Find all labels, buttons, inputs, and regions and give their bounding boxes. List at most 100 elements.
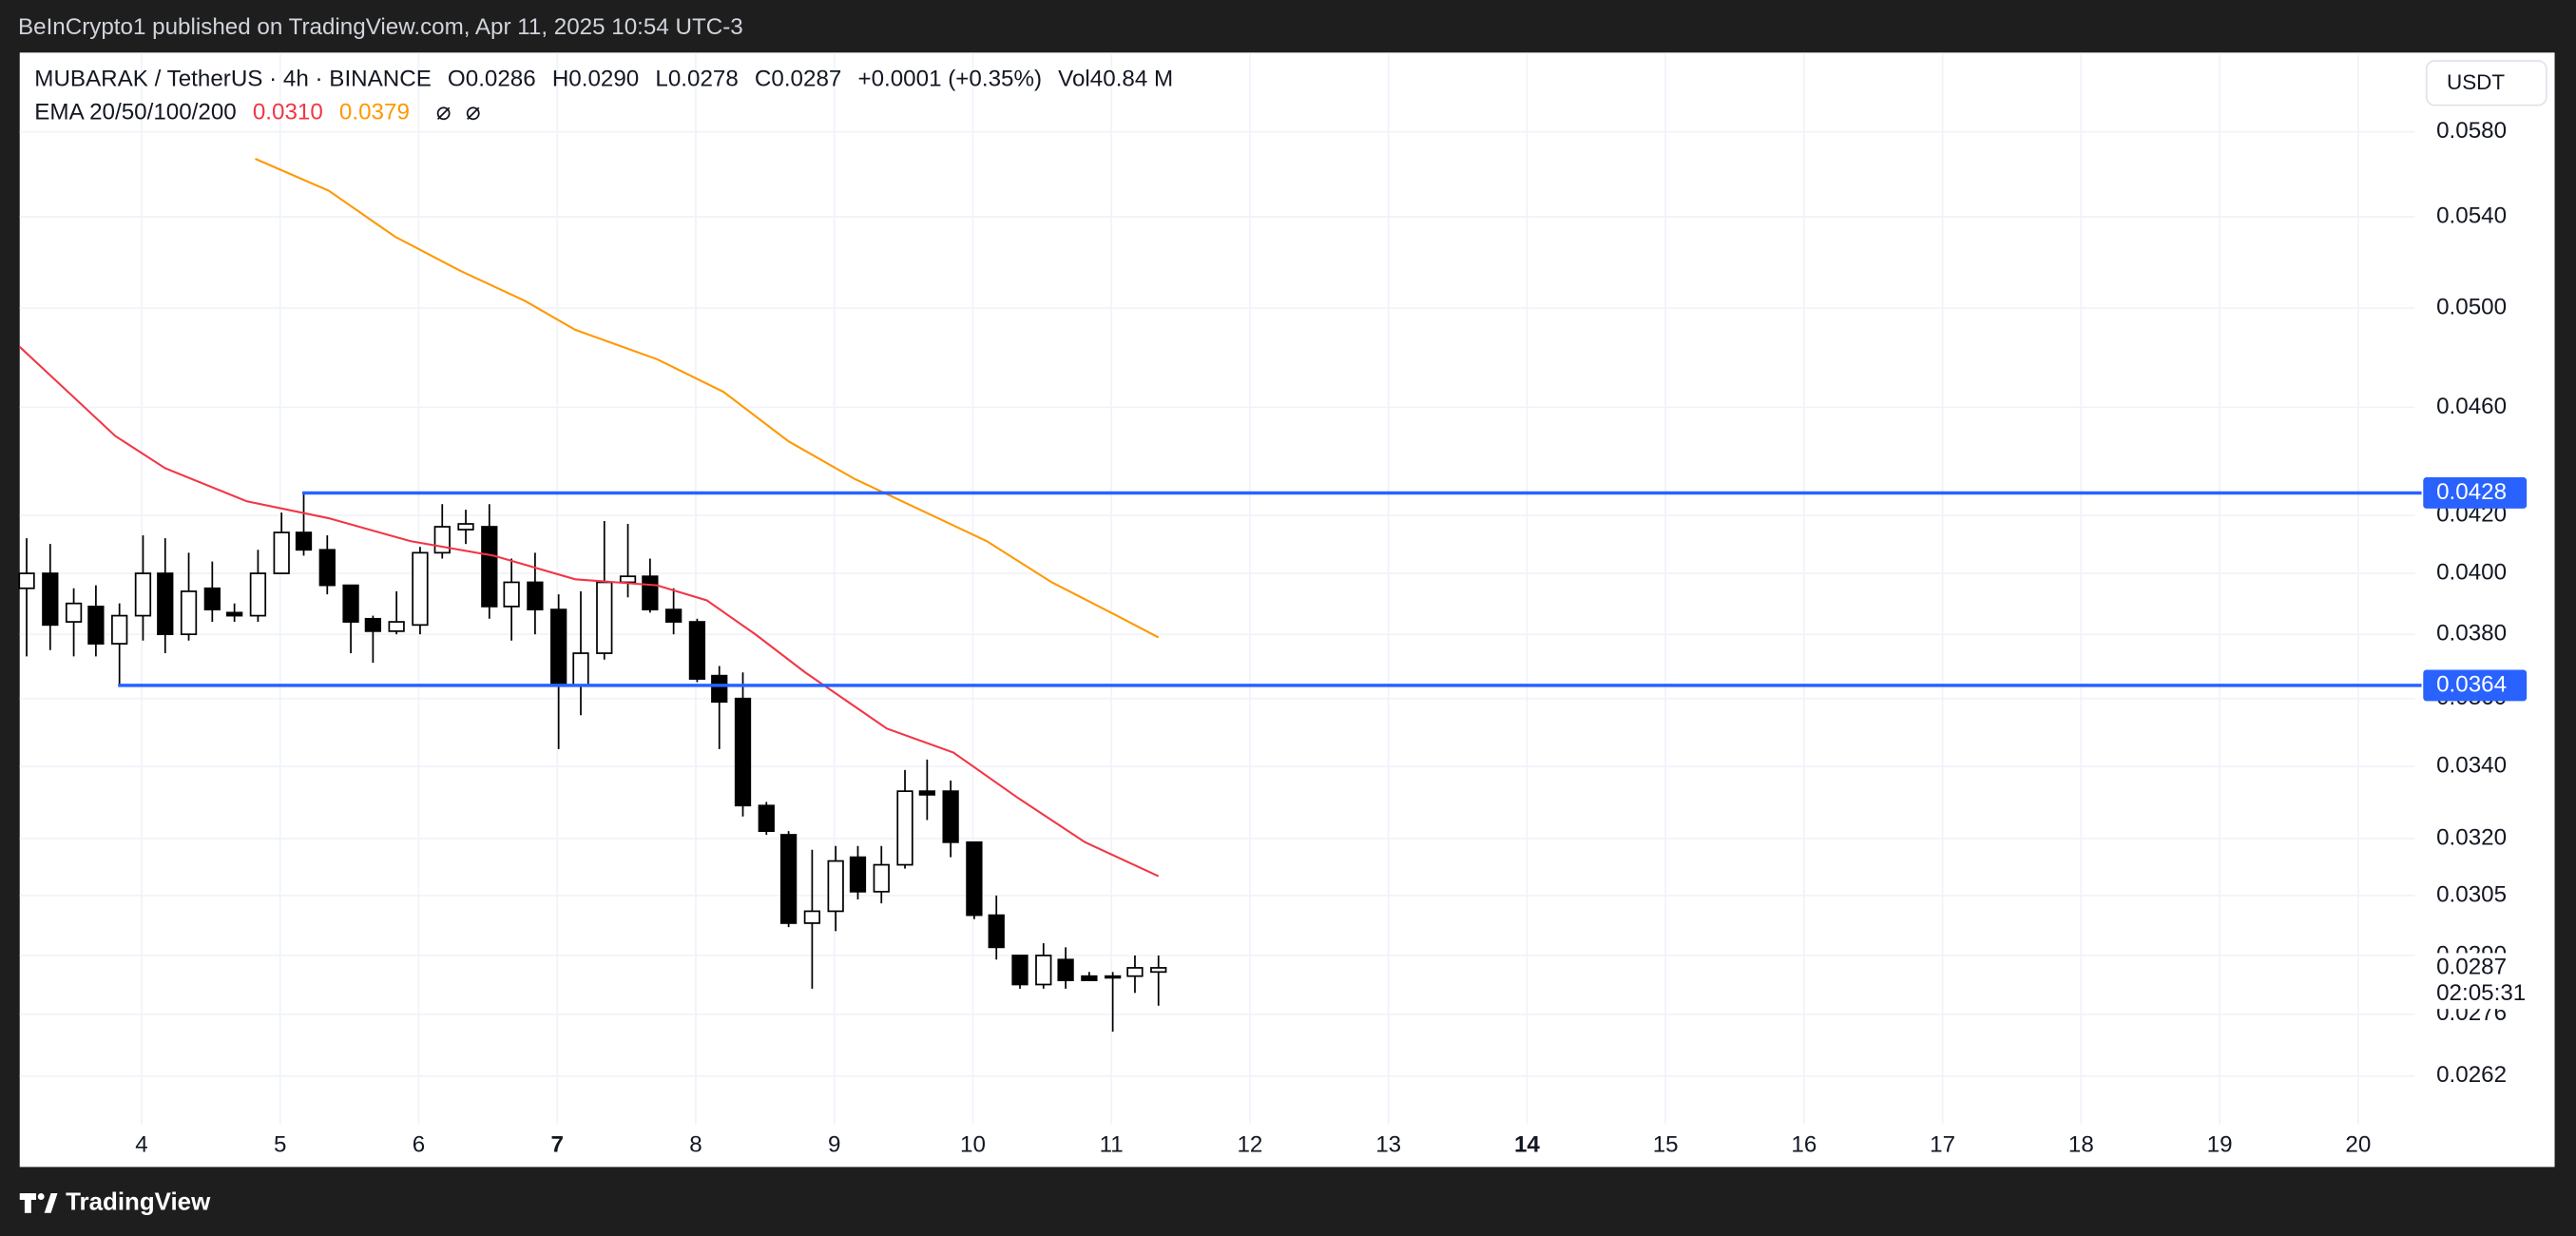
x-tick-label: 19 <box>2207 1131 2233 1157</box>
ema-line <box>255 158 1160 639</box>
candle-body <box>758 804 775 832</box>
grid <box>19 52 2415 1125</box>
legend-line: MUBARAK / TetherUS · 4h · BINANCE O0.028… <box>34 67 1173 92</box>
y-tick-label: 0.0580 <box>2436 118 2507 144</box>
y-tick-label: 0.0500 <box>2436 295 2507 320</box>
candle-body <box>527 581 544 610</box>
candle-body <box>503 581 520 608</box>
icon <box>466 106 480 121</box>
last-price: 0.0287 <box>2436 954 2507 979</box>
logo-part <box>44 1193 58 1213</box>
ohlc-value: 0.0287 <box>771 67 841 92</box>
x-tick-label: 11 <box>1100 1131 1124 1157</box>
candle-body <box>295 531 313 551</box>
x-tick-label: 17 <box>1930 1131 1955 1157</box>
symbol: MUBARAK / TetherUS · 4h · BINANCE <box>34 67 432 92</box>
ema-line <box>19 346 1160 878</box>
level-label: 0.0364 <box>2436 671 2507 697</box>
logo-part <box>37 1193 45 1200</box>
x-tick-label: 18 <box>2068 1131 2094 1157</box>
candle-body <box>896 790 913 866</box>
y-tick-label: 0.0262 <box>2436 1062 2507 1088</box>
candle-body <box>642 575 659 610</box>
candle-body <box>734 697 752 807</box>
candle-body <box>711 674 728 704</box>
candle-body <box>457 523 474 531</box>
candle-body <box>318 549 336 587</box>
candle-body <box>273 531 290 574</box>
change: +0.0001 (+0.35%) <box>857 67 1042 92</box>
y-tick-label: 0.0320 <box>2436 824 2507 850</box>
candle-body <box>412 551 429 627</box>
candle-body <box>1057 958 1074 981</box>
indicator-name: EMA 20/50/100/200 <box>34 100 236 126</box>
header-text: BeInCrypto1 published on TradingView.com… <box>18 14 743 40</box>
x-tick-label: 7 <box>550 1131 563 1157</box>
candle-body <box>1011 955 1028 986</box>
candle-body <box>550 608 567 686</box>
candle-body <box>827 859 844 913</box>
candle-body <box>225 611 243 617</box>
candle-body <box>1126 967 1144 977</box>
plot-area <box>19 52 2555 1168</box>
candle-body <box>988 914 1005 949</box>
candle-body <box>111 614 128 645</box>
candle-body <box>849 856 867 893</box>
x-tick-label: 13 <box>1375 1131 1401 1157</box>
x-tick-label: 6 <box>413 1131 425 1157</box>
x-tick-label: 20 <box>2345 1131 2371 1157</box>
candle-body <box>803 910 821 924</box>
candle-body <box>65 602 83 623</box>
x-tick-label: 15 <box>1653 1131 1679 1157</box>
ohlc-key: O <box>448 67 466 92</box>
x-tick-label: 4 <box>135 1131 147 1157</box>
candle-body <box>966 840 983 917</box>
y-tick-label: 0.0400 <box>2436 559 2507 585</box>
candle-body <box>665 608 682 623</box>
y-tick-label: 0.0380 <box>2436 621 2507 647</box>
volume-key: Vol <box>1058 67 1090 92</box>
candle-body <box>1081 975 1098 981</box>
candle-body <box>342 584 359 623</box>
indicator-value: 0.0310 <box>253 100 323 126</box>
x-tick-label: 16 <box>1791 1131 1817 1157</box>
candle-body <box>572 652 589 686</box>
indicator-legend: EMA 20/50/100/200 0.0310 0.0379 <box>34 100 410 126</box>
currency: USDT <box>2447 70 2505 94</box>
ohlc-key: C <box>755 67 771 92</box>
candle-body <box>18 572 35 589</box>
currency-button[interactable] <box>2425 60 2547 106</box>
logo-part <box>24 1193 31 1213</box>
candle-body <box>134 572 152 617</box>
candle-body <box>942 790 959 843</box>
icon <box>436 106 451 120</box>
candle-body <box>873 863 890 893</box>
footer-brand: TradingView <box>66 1188 211 1215</box>
last-price-box <box>2423 953 2552 1010</box>
level-label-box <box>2423 477 2528 509</box>
x-tick-label: 10 <box>960 1131 986 1157</box>
ohlc-key: H <box>552 67 568 92</box>
candle-body <box>779 834 798 924</box>
candle-body <box>688 621 706 680</box>
candle-body <box>157 572 174 636</box>
x-tick-label: 9 <box>828 1131 840 1157</box>
y-tick-label: 0.0305 <box>2436 881 2507 907</box>
ohlc-key: L <box>655 67 667 92</box>
x-tick-label: 12 <box>1237 1131 1262 1157</box>
candle-body <box>364 617 382 632</box>
ohlc-value: 0.0278 <box>668 67 739 92</box>
candle-body <box>1105 975 1122 979</box>
candle-body <box>249 572 267 617</box>
hidden-icons <box>436 106 480 121</box>
ohlc-value: 0.0286 <box>466 67 536 92</box>
candle-body <box>87 606 105 645</box>
candle-body <box>918 790 935 796</box>
candle-body <box>180 590 198 636</box>
ohlc-value: 0.0290 <box>568 67 639 92</box>
candle-body <box>619 575 637 584</box>
candle-body <box>433 526 451 554</box>
candle-body <box>1150 967 1167 974</box>
candle-body <box>203 587 221 610</box>
